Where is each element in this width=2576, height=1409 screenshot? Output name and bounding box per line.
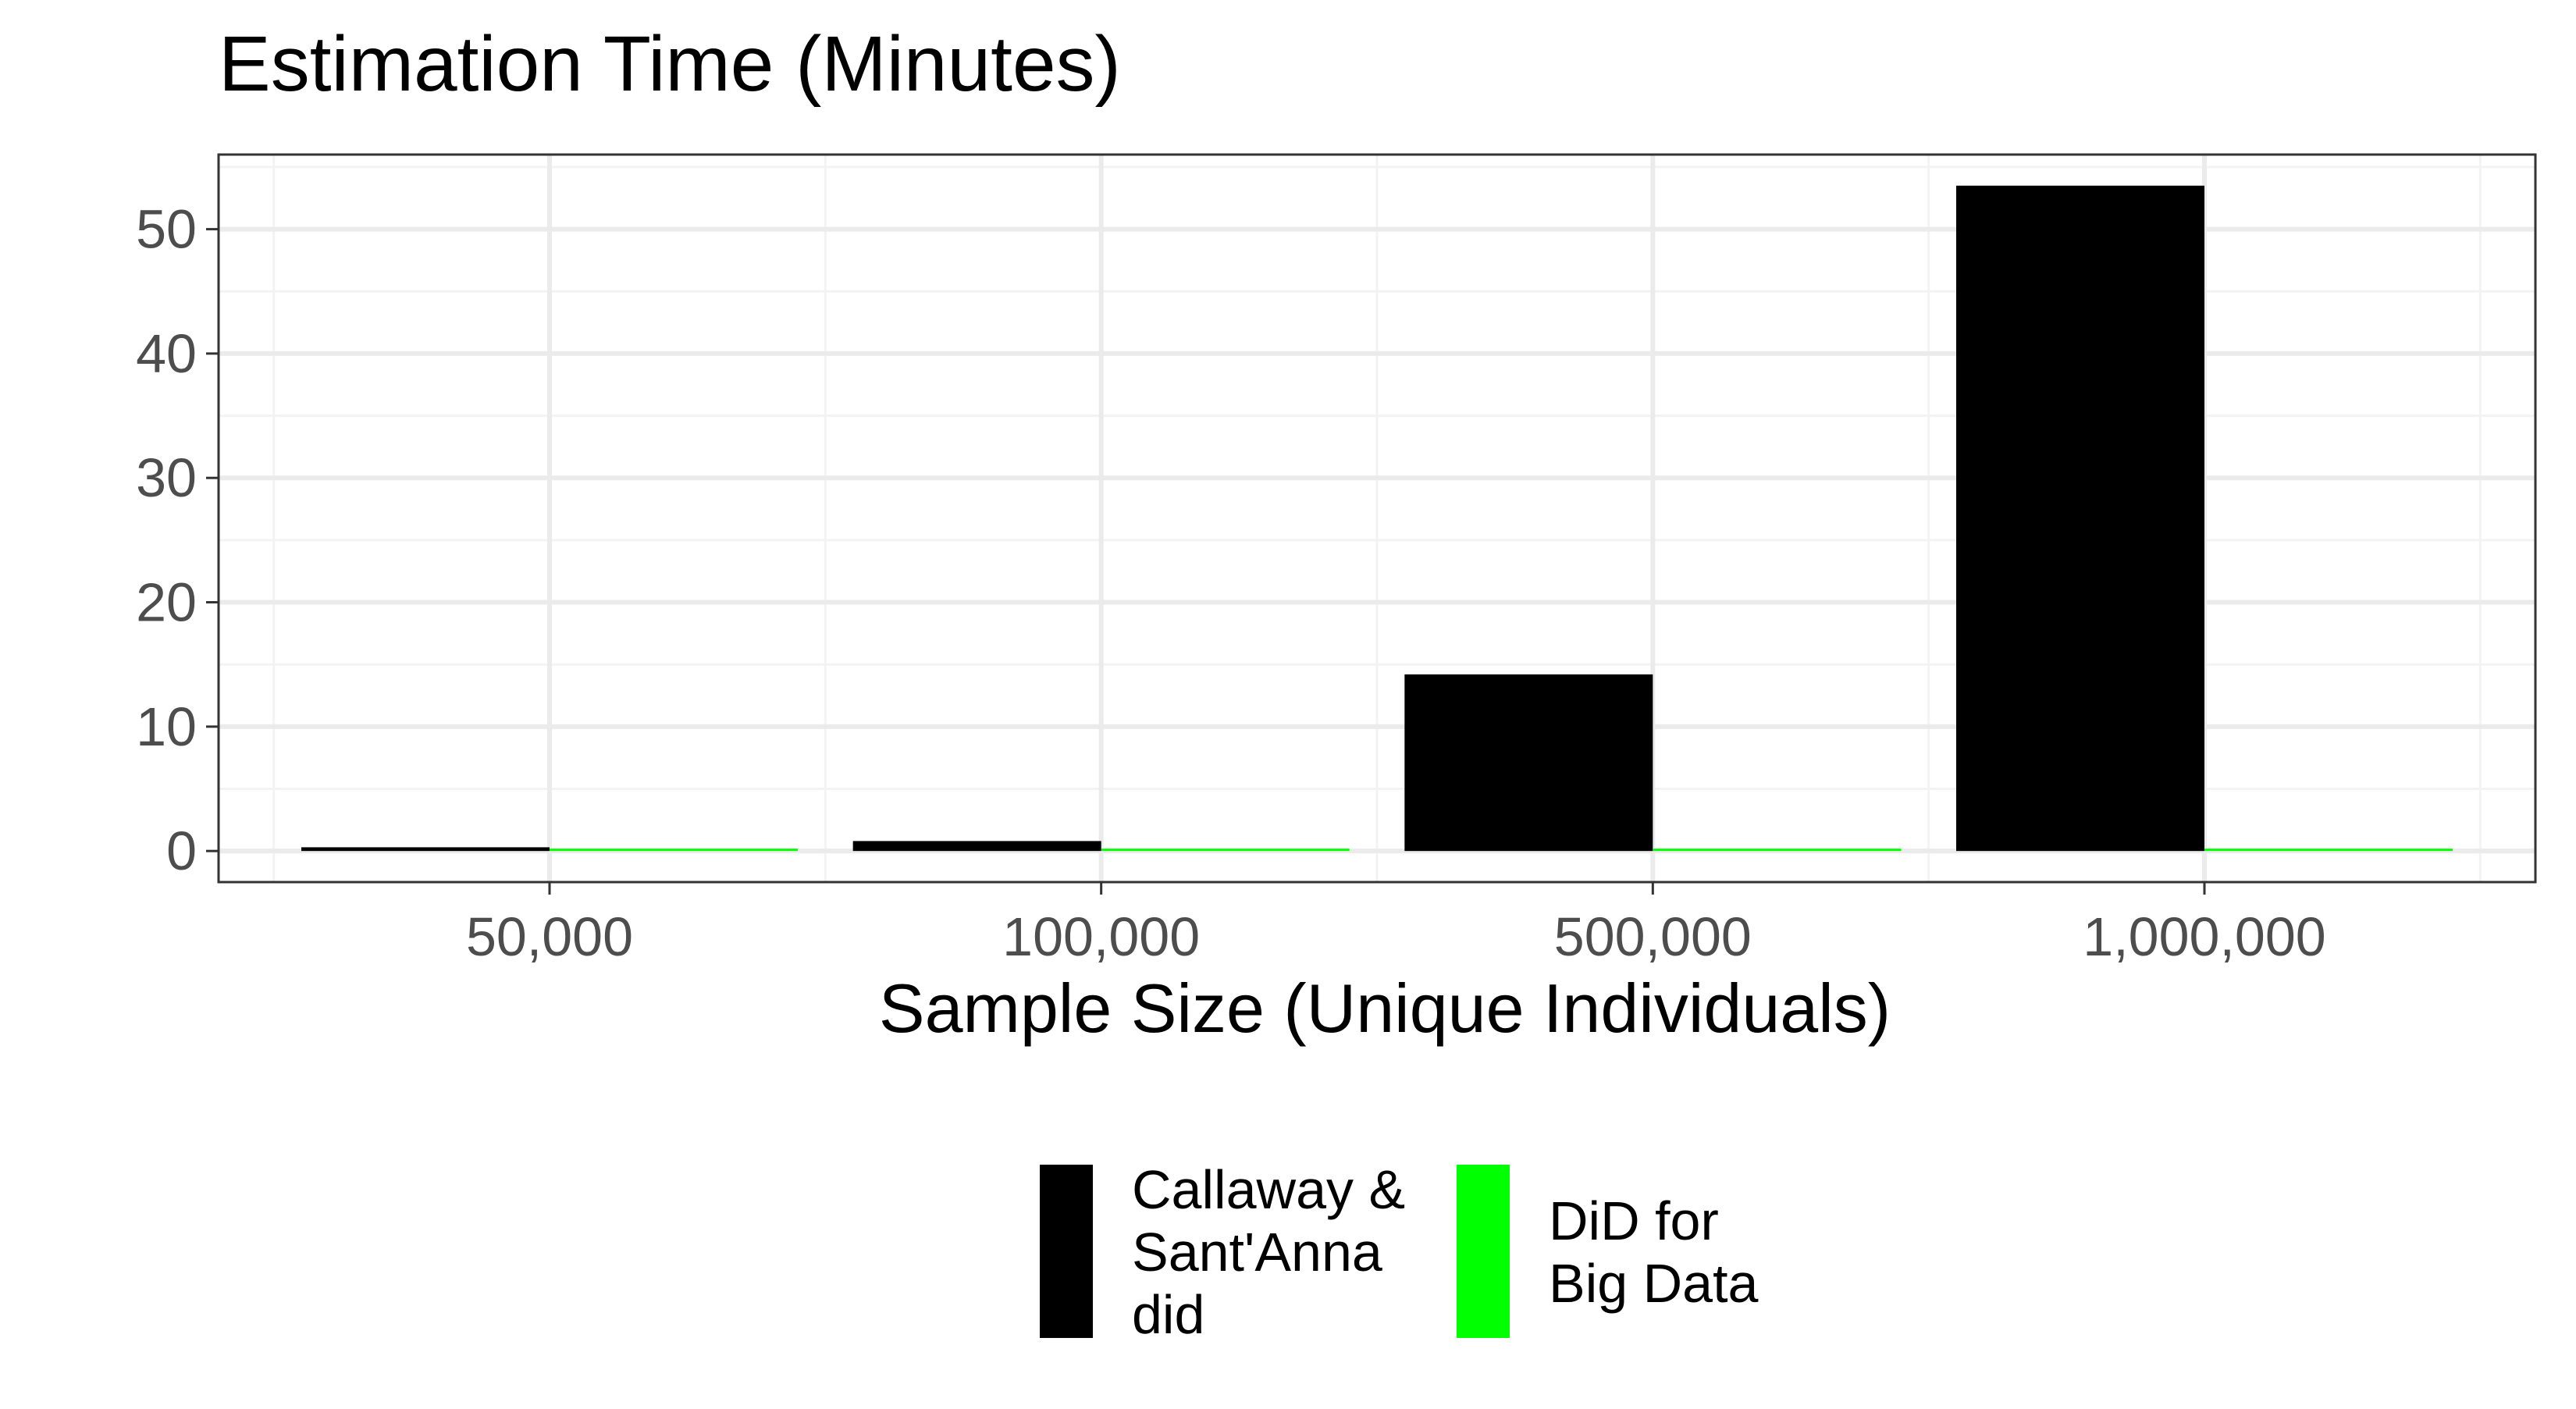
x-tick-label: 50,000 bbox=[466, 906, 633, 967]
bar-callaway-2 bbox=[852, 841, 1101, 852]
y-tick-label: 0 bbox=[166, 820, 197, 881]
y-tick-label: 10 bbox=[136, 696, 197, 757]
bar-did-big-data-3 bbox=[1653, 849, 1902, 852]
bar-callaway-1 bbox=[301, 847, 550, 852]
bar-did-big-data-4 bbox=[2204, 849, 2453, 852]
legend-label-line: Callaway & bbox=[1132, 1159, 1405, 1220]
bar-did-big-data-2 bbox=[1101, 849, 1350, 852]
legend-label-line: Big Data bbox=[1549, 1253, 1759, 1314]
bar-did-big-data-1 bbox=[550, 849, 798, 852]
legend-label-line: did bbox=[1132, 1284, 1204, 1345]
y-tick-label: 30 bbox=[136, 447, 197, 508]
chart-title: Estimation Time (Minutes) bbox=[219, 20, 1121, 108]
x-axis-label: Sample Size (Unique Individuals) bbox=[879, 970, 1891, 1047]
y-tick-label: 50 bbox=[136, 199, 197, 260]
legend-key-callaway bbox=[1040, 1165, 1093, 1338]
x-tick-label: 1,000,000 bbox=[2083, 906, 2325, 967]
legend-label-callaway: Callaway & Sant'Anna did bbox=[1132, 1159, 1405, 1345]
y-tick-label: 20 bbox=[136, 572, 197, 633]
x-tick-label: 500,000 bbox=[1554, 906, 1752, 967]
plot-border bbox=[217, 153, 2537, 884]
plot-layer: 0 10 20 30 40 50 50,000 100,000 500,000 1,000,000 bbox=[136, 153, 2537, 967]
y-tick-label: 40 bbox=[136, 323, 197, 384]
legend-key-did-big-data bbox=[1457, 1165, 1510, 1338]
legend-label-did-big-data: DiD for Big Data bbox=[1549, 1190, 1759, 1314]
legend-label-line: DiD for bbox=[1549, 1190, 1719, 1251]
bar-callaway-4 bbox=[1956, 185, 2204, 852]
bar-callaway-3 bbox=[1404, 674, 1653, 852]
legend-label-line: Sant'Anna bbox=[1132, 1222, 1382, 1283]
legend: Callaway & Sant'Anna did DiD for Big Data bbox=[1040, 1159, 1759, 1345]
x-tick-label: 100,000 bbox=[1002, 906, 1200, 967]
